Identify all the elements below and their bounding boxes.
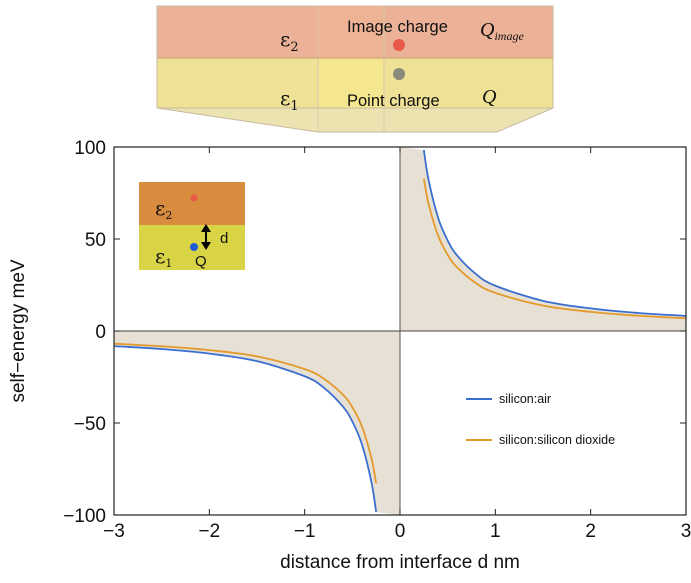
x-tick-label: −3 xyxy=(103,521,125,542)
inset-arrow-head-down xyxy=(201,242,211,250)
series-line-silicon-dioxide-negative xyxy=(114,342,378,484)
upper-epsilon-label: ε2 xyxy=(280,27,299,55)
inset-lower-epsilon: ε1 xyxy=(155,244,172,270)
inset-charge-label: Q xyxy=(195,253,207,270)
inset-arrow-head-up xyxy=(201,224,211,232)
y-axis-label: self−energy meV xyxy=(8,259,29,402)
image-charge-label: Image charge xyxy=(347,18,448,36)
y-tick-label: −100 xyxy=(63,506,106,527)
x-tick-label: 3 xyxy=(681,521,691,542)
legend: silicon:air silicon:silicon dioxide xyxy=(466,392,615,447)
x-tick-label: −2 xyxy=(198,521,220,542)
inset-distance-label: d xyxy=(220,230,228,247)
series-curves xyxy=(114,149,686,513)
legend-label-silicon-dioxide: silicon:silicon dioxide xyxy=(499,433,615,447)
series-line-silicon-air-positive xyxy=(422,149,686,317)
series-line-silicon-dioxide-positive xyxy=(422,178,686,320)
upper-slab-inner xyxy=(318,6,384,58)
lower-epsilon-label: ε1 xyxy=(280,86,299,114)
inset-image-dot xyxy=(190,194,198,202)
x-tick-label: −1 xyxy=(294,521,316,542)
inset-charge-dot xyxy=(190,243,198,251)
lower-slab-inner xyxy=(318,58,384,108)
legend-label-silicon-air: silicon:air xyxy=(499,392,551,406)
inset-upper-epsilon: ε2 xyxy=(155,196,172,222)
image-charge-dot xyxy=(393,39,405,51)
y-tick-label: −50 xyxy=(74,414,106,435)
y-tick-label: 0 xyxy=(95,322,106,343)
shaded-region-negative xyxy=(114,331,400,515)
image-charge-symbol: Qimage xyxy=(480,19,524,43)
point-charge-label: Point charge xyxy=(347,92,440,110)
plot: −3 −2 −1 0 1 2 3 −100 −50 0 50 100 distance from in… xyxy=(8,138,691,573)
inset-upper-region xyxy=(139,182,245,225)
x-tick-label: 2 xyxy=(585,521,596,542)
inset-diagram: ε2 ε1 Q d xyxy=(139,182,245,270)
point-charge-symbol: Q xyxy=(482,86,497,108)
x-axis-label: distance from interface d nm xyxy=(280,552,520,573)
axis-ticks: −3 −2 −1 0 1 2 3 −100 −50 0 50 100 xyxy=(63,138,691,542)
x-tick-label: 1 xyxy=(490,521,501,542)
series-line-silicon-air-negative xyxy=(114,345,378,513)
shaded-region-positive xyxy=(400,147,686,331)
point-charge-dot xyxy=(393,68,405,80)
x-tick-label: 0 xyxy=(395,521,406,542)
shaded-regions xyxy=(114,147,686,515)
dielectric-diagram: ε2 Image charge Qimage ε1 Point charge Q xyxy=(156,5,554,133)
y-tick-label: 100 xyxy=(74,138,106,159)
lower-slab-bottom xyxy=(156,107,554,133)
y-tick-label: 50 xyxy=(85,230,106,251)
